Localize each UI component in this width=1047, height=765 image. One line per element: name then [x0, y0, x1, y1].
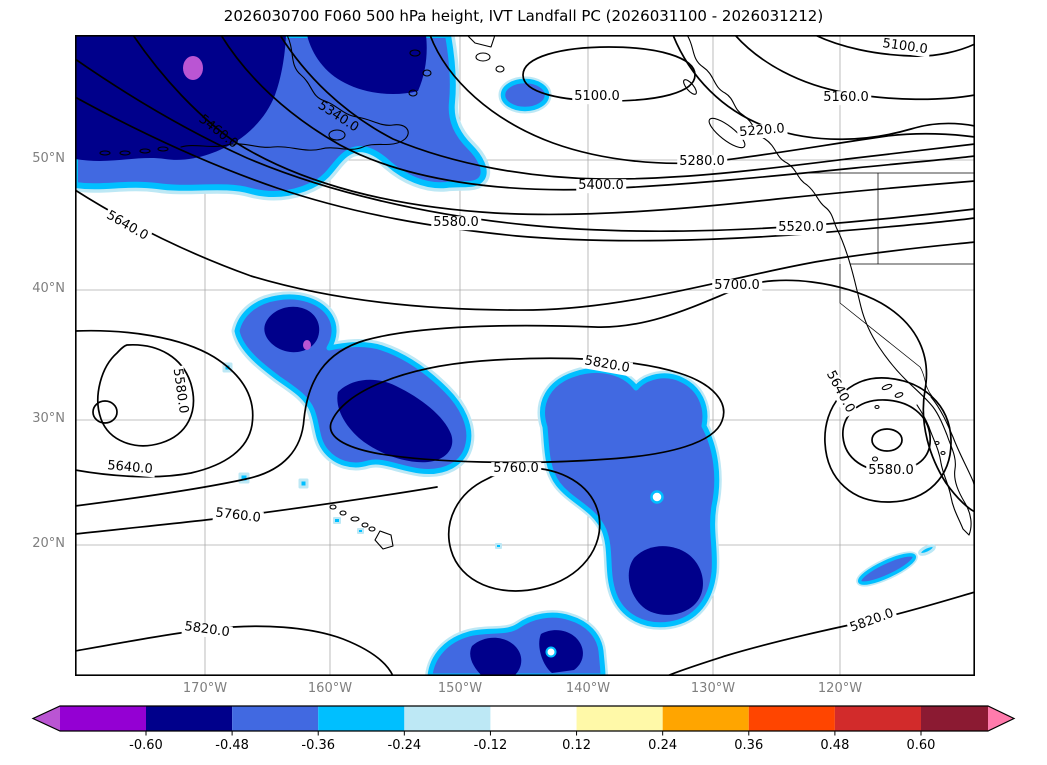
- lat-tick-label: 30°N: [32, 411, 65, 426]
- island: [119, 150, 131, 156]
- coast-top-center: [466, 35, 496, 48]
- contour-5700: [75, 279, 975, 513]
- colorbar-tick-label: 0.48: [820, 738, 850, 753]
- island: [495, 65, 505, 73]
- island: [422, 69, 432, 77]
- contour-5640-jet: [75, 189, 975, 311]
- map-canvas: [75, 35, 975, 676]
- lon-tick-label: 160°W: [307, 681, 353, 696]
- colorbar-tick-label: 0.12: [562, 738, 592, 753]
- ivt-region-bottom-center: [425, 610, 608, 676]
- map-border: [75, 35, 975, 676]
- contour-5340: [279, 35, 975, 180]
- ivt-region-east-subtropics: [537, 365, 722, 630]
- ivt-region-lower-right-streak: [856, 544, 936, 587]
- height-contours: [75, 35, 975, 676]
- colorbar-tick-label: 0.36: [734, 738, 764, 753]
- island: [99, 150, 111, 156]
- contour-5820-southwest: [75, 625, 394, 676]
- plot-title: 2026030700 F060 500 hPa height, IVT Land…: [223, 7, 824, 25]
- haida-gwaii: [683, 79, 697, 95]
- vancouver-island: [708, 117, 746, 149]
- contour-5580-jet: [75, 96, 975, 242]
- island: [874, 404, 880, 410]
- ivt-fill-regions: [75, 35, 936, 676]
- lon-tick-label: 170°W: [182, 681, 228, 696]
- map-panel: 5100.0 5100.0 5160.0 5220.0 5280.0 5340.0 5400…: [75, 35, 975, 676]
- lon-tick-label: 130°W: [690, 681, 736, 696]
- colorbar: [31, 705, 1016, 736]
- island: [475, 52, 491, 62]
- state-borders: [799, 172, 975, 397]
- island: [934, 440, 940, 446]
- contour-5820-ridge: [329, 357, 725, 464]
- colorbar-tick-label: -0.36: [301, 738, 336, 753]
- contour-5460: [132, 35, 975, 216]
- ivt-region-gulf-of-alaska: [75, 35, 491, 201]
- lon-tick-label: 140°W: [565, 681, 611, 696]
- island: [408, 89, 418, 97]
- contour-leftlow-inner: [92, 400, 118, 424]
- contour-5820-southeast: [666, 591, 975, 676]
- island: [139, 148, 151, 154]
- island: [940, 450, 946, 456]
- contour-socal-inner: [871, 428, 903, 452]
- lon-tick-label: 120°W: [817, 681, 863, 696]
- colorbar-tick-label: -0.48: [215, 738, 249, 753]
- colorbar-tick-label: 0.24: [648, 738, 678, 753]
- contour-5760-closed: [447, 467, 601, 592]
- lat-tick-label: 50°N: [32, 151, 65, 166]
- colorbar-tick-label: -0.24: [387, 738, 422, 753]
- island: [157, 146, 169, 152]
- island: [409, 49, 421, 57]
- contour-5520: [75, 58, 975, 233]
- hawaiian-islands: [329, 504, 394, 550]
- ivt-region-central-pacific: [222, 291, 475, 489]
- ivt-specks: [333, 517, 502, 549]
- colorbar-tick-label: 0.60: [906, 738, 936, 753]
- colorbar-tick-label: -0.12: [473, 738, 508, 753]
- lon-tick-label: 150°W: [437, 681, 483, 696]
- colorbar-tick-label: -0.60: [129, 738, 163, 753]
- contour-5220: [672, 35, 975, 141]
- island: [871, 456, 879, 462]
- coast-alaska: [180, 35, 409, 151]
- island: [328, 129, 346, 141]
- contour-5640-leftlow: [75, 329, 254, 478]
- ivt-region-small-north: [498, 76, 552, 114]
- lat-tick-label: 40°N: [32, 281, 65, 296]
- channel-island: [881, 383, 893, 391]
- channel-island: [894, 392, 904, 398]
- lat-tick-label: 20°N: [32, 536, 65, 551]
